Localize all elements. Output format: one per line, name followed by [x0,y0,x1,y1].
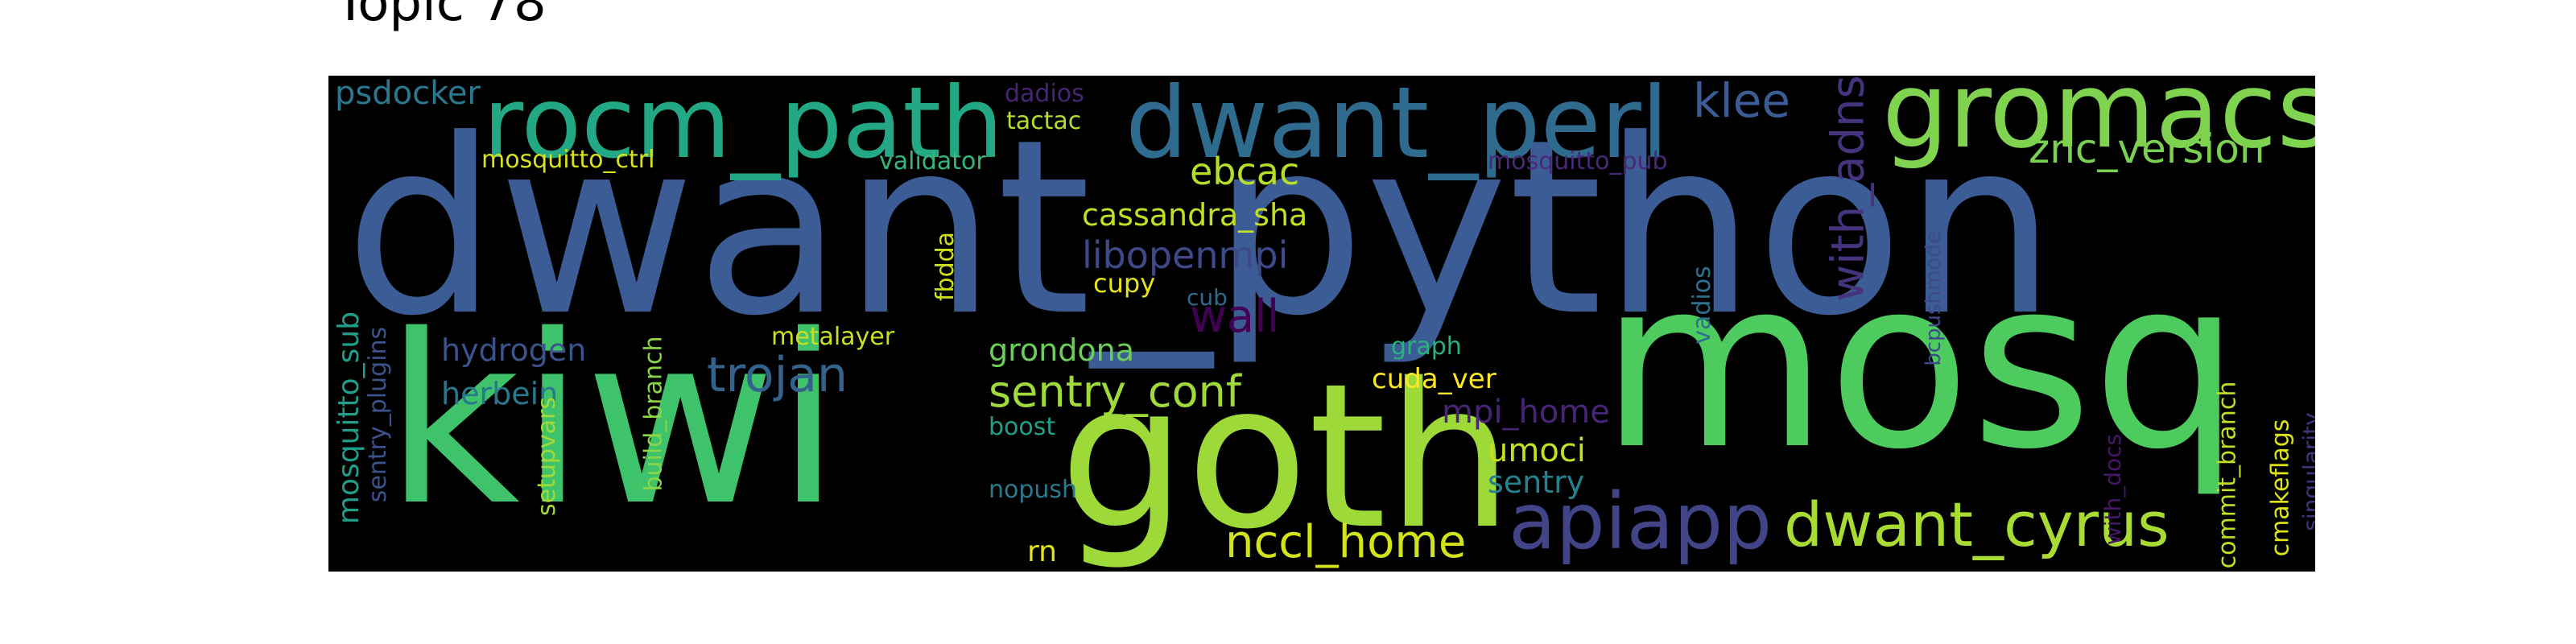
word-dadios: dadios [1005,80,1084,108]
word-boost: boost [989,413,1056,441]
word-fbdda: fbdda [931,231,960,302]
word-mosq: mosq [1600,229,2241,501]
word-goth: goth [1059,341,1513,572]
word-cub: cub [1187,284,1228,311]
word-dwant-perl: dwant_perl [1125,76,1669,180]
word-graph: graph [1391,332,1462,361]
word-dwant-python: dwant_python [345,88,2057,369]
word-cassandra-sha: cassandra_sha [1082,197,1308,233]
word-validator: validator [879,147,986,175]
word-nopush: nopush [989,476,1078,504]
word-psdocker: psdocker [335,76,481,112]
word-bcpushmode: bcpushmode [1921,231,1946,366]
word-sentry-conf: sentry_conf [989,366,1241,417]
word-cupy: cupy [1093,268,1156,299]
word-umoci: umoci [1488,432,1586,469]
word-build-branch: build_branch [639,336,668,492]
word-cmakeflags: cmakeflags [2266,419,2295,557]
word-libopenmpi: libopenmpi [1082,233,1289,277]
word-apiapp: apiapp [1509,477,1773,567]
word-mosquitto-pub: mosquitto_pub [1488,147,1668,175]
word-znc-version: znc_version [2029,126,2265,172]
word-with-adns: with_adns [1822,76,1875,302]
word-sentry: sentry [1488,464,1585,500]
word-rn: rn [1027,535,1057,568]
word-mosquitto-ctrl: mosquitto_ctrl [481,146,655,174]
word-metalayer: metalayer [771,323,895,351]
word-ebcac: ebcac [1190,150,1300,193]
word-gromacs: gromacs [1882,76,2315,171]
word-sentry-plugins: sentry_plugins [364,326,393,503]
word-hydrogen: hydrogen [441,332,587,368]
word-herbein: herbein [441,376,559,411]
word-cuda-ver: cuda_ver [1372,363,1496,395]
word-vadios: vadios [1687,266,1716,345]
word-commit-branch: commit_branch [2213,381,2242,569]
word-tactac: tactac [1006,107,1082,135]
word-trojan: trojan [707,347,848,403]
word-cloud: dwant_python kiwi mosq goth gromacs rocm… [328,76,2315,572]
word-nccl-home: nccl_home [1225,516,1467,568]
word-mpi-home: mpi_home [1442,394,1610,431]
word-mosquitto-sub: mosquitto_sub [332,311,366,525]
word-rocm-path: rocm_path [483,76,1004,180]
word-wall: wall [1190,291,1280,343]
word-dwant-cyrus: dwant_cyrus [1784,489,2169,560]
word-kiwi: kiwi [385,286,841,557]
figure-title: Topic 78 [335,0,547,33]
word-singularity: singularity [2297,412,2315,531]
word-grondona: grondona [989,332,1134,368]
word-with-docs: with_docs [2099,433,2127,546]
word-klee: klee [1693,76,1791,128]
word-setupvars: setupvars [533,396,562,517]
